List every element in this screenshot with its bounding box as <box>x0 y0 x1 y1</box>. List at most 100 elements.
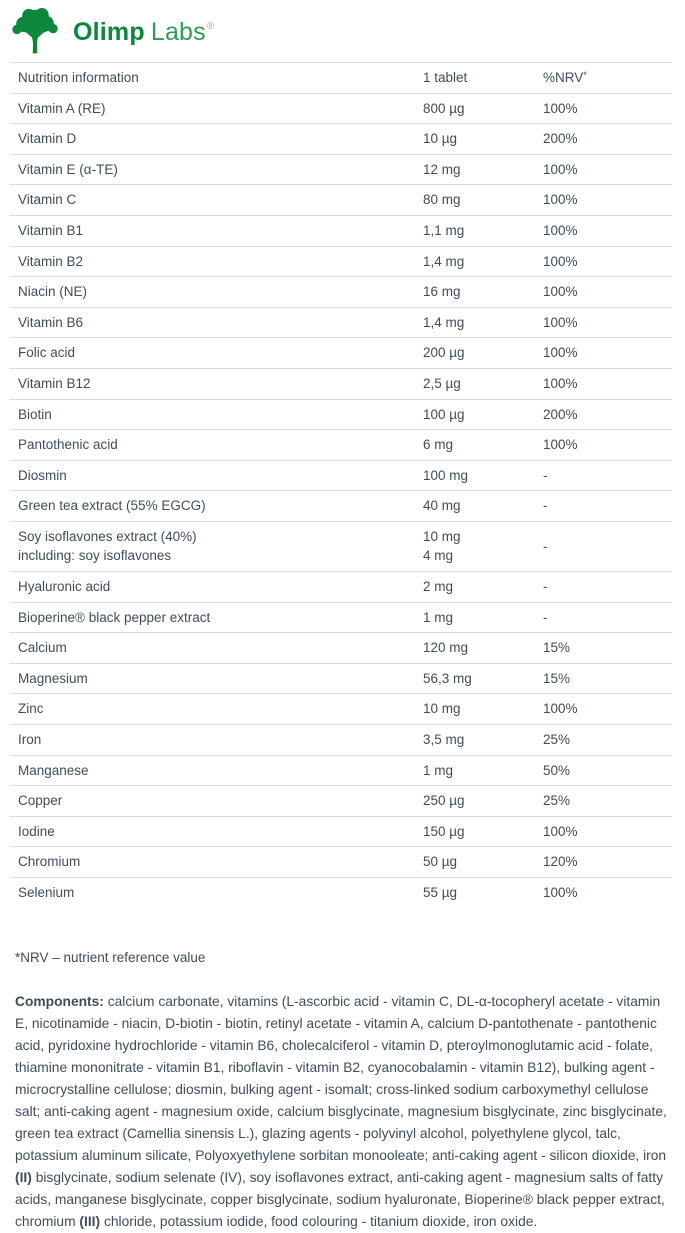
nrv-cell: 120% <box>543 854 578 870</box>
table-row: Calcium 120 mg 15% <box>10 633 672 664</box>
nrv-cell: 100% <box>543 284 578 300</box>
table-row: Vitamin B12 2,5 µg 100% <box>10 369 672 400</box>
amount-cell: 1,4 mg <box>423 253 465 269</box>
name-cell: Chromium <box>18 854 81 870</box>
amount-cell: 2 mg <box>423 579 454 595</box>
nrv-footnote: *NRV – nutrient reference value <box>15 949 206 965</box>
name-cell: Zinc <box>18 701 44 717</box>
nrv-cell: 100% <box>543 161 578 177</box>
name-cell: Vitamin B6 <box>18 314 84 330</box>
nrv-cell: 100% <box>543 192 578 208</box>
amount-cell: 120 mg <box>423 640 469 656</box>
table-row: Iron 3,5 mg 25% <box>10 725 672 756</box>
amount-cell: 1,4 mg <box>423 314 465 330</box>
brand-name: Olimp Labs® <box>73 18 214 47</box>
components-bold-text: Components: <box>15 993 104 1009</box>
table-row: Diosmin 100 mg - <box>10 461 672 492</box>
amount-cell: 56,3 mg <box>423 670 472 686</box>
table-row: Vitamin B6 1,4 mg 100% <box>10 308 672 339</box>
table-row: Hyaluronic acid 2 mg - <box>10 572 672 603</box>
name-cell: Vitamin B2 <box>18 253 84 269</box>
nrv-cell: 100% <box>543 345 578 361</box>
nrv-cell: - <box>543 467 548 483</box>
name-cell: Hyaluronic acid <box>18 579 111 595</box>
nrv-cell: 25% <box>543 793 571 809</box>
name-cell: Selenium <box>18 884 75 900</box>
table-row: Niacin (NE) 16 mg 100% <box>10 277 672 308</box>
nrv-cell: - <box>543 609 548 625</box>
name-cell: Calcium <box>18 640 67 656</box>
table-row: Copper 250 µg 25% <box>10 786 672 817</box>
brand-logo: Olimp Labs® <box>0 0 685 57</box>
name-cell: Vitamin A (RE) <box>18 100 106 116</box>
table-row: Manganese 1 mg 50% <box>10 756 672 787</box>
table-row: Bioperine® black pepper extract 1 mg - <box>10 603 672 634</box>
nrv-cell: 50% <box>543 762 571 778</box>
table-row: Zinc 10 mg 100% <box>10 694 672 725</box>
name-cell: Vitamin B12 <box>18 375 91 391</box>
name-cell: Manganese <box>18 762 89 778</box>
components-bold-text: (II) <box>15 1169 32 1185</box>
amount-cell: 2,5 µg <box>423 375 461 391</box>
table-row: Vitamin E (α-TE) 12 mg 100% <box>10 155 672 186</box>
amount-cell: 10 µg <box>423 131 458 147</box>
table-row: Vitamin B1 1,1 mg 100% <box>10 216 672 247</box>
header-nrv: %NRV* <box>543 63 672 93</box>
amount-cell: 1 mg <box>423 762 454 778</box>
table-row: Biotin 100 µg 200% <box>10 400 672 431</box>
nutrition-label: Nutrition information 1 tablet %NRV* Vit… <box>0 62 685 1233</box>
name-cell: Vitamin D <box>18 131 77 147</box>
table-row: Magnesium 56,3 mg 15% <box>10 664 672 695</box>
table-row: Chromium 50 µg 120% <box>10 847 672 878</box>
amount-cell: 3,5 mg <box>423 731 465 747</box>
nrv-cell: 100% <box>543 701 578 717</box>
nrv-cell: 100% <box>543 375 578 391</box>
components-bold-text: (III) <box>79 1213 101 1229</box>
nrv-cell: 100% <box>543 100 578 116</box>
name-cell: Bioperine® black pepper extract <box>18 609 211 625</box>
nrv-cell: 15% <box>543 670 571 686</box>
table-row: Vitamin A (RE) 800 µg 100% <box>10 94 672 125</box>
name-cell: Magnesium <box>18 670 88 686</box>
name-cell: Iodine <box>18 823 55 839</box>
components-text: calcium carbonate, vitamins (L-ascorbic … <box>15 993 667 1163</box>
nrv-cell: 100% <box>543 437 578 453</box>
amount-cell: 100 mg <box>423 467 469 483</box>
table-row: Vitamin B2 1,4 mg 100% <box>10 247 672 278</box>
amount-cell: 250 µg <box>423 793 465 809</box>
amount-cell: 55 µg <box>423 884 458 900</box>
tree-logo-icon <box>9 8 61 56</box>
amount-cell: 40 mg <box>423 498 461 514</box>
table-row: Vitamin D 10 µg 200% <box>10 124 672 155</box>
header-nrv-asterisk: * <box>583 70 587 80</box>
brand-olimp: Olimp <box>73 17 145 46</box>
nrv-cell: - <box>543 579 548 595</box>
table-row: Selenium 55 µg 100% <box>10 878 672 908</box>
header-per-tablet: 1 tablet <box>423 70 468 85</box>
name-cell: Biotin <box>18 406 52 422</box>
name-cell: Vitamin C <box>18 192 77 208</box>
header-nrv-label: %NRV <box>543 70 584 85</box>
nrv-cell: 100% <box>543 222 578 238</box>
amount-cell: 200 µg <box>423 345 465 361</box>
nrv-cell: - <box>543 498 548 514</box>
header-nutrition-information: Nutrition information <box>18 70 139 85</box>
name-cell: Copper <box>18 793 63 809</box>
name-cell: Folic acid <box>18 345 76 361</box>
brand-labs: Labs <box>150 17 206 46</box>
nrv-cell: 15% <box>543 640 571 656</box>
name-cell: Vitamin B1 <box>18 222 84 238</box>
table-row: Folic acid 200 µg 100% <box>10 338 672 369</box>
amount-cell: 1 mg <box>423 609 454 625</box>
amount-cell: 10 mg <box>423 701 461 717</box>
nrv-cell: 100% <box>543 314 578 330</box>
registered-trademark-icon: ® <box>206 20 215 32</box>
nrv-cell: 25% <box>543 731 571 747</box>
nrv-cell: 100% <box>543 253 578 269</box>
amount-cell: 100 µg <box>423 406 465 422</box>
amount-cell: 12 mg <box>423 161 461 177</box>
amount-cell: 6 mg <box>423 437 454 453</box>
amount-cell: 800 µg <box>423 100 465 116</box>
table-row: Vitamin C 80 mg 100% <box>10 185 672 216</box>
amount-cell: 80 mg <box>423 192 461 208</box>
